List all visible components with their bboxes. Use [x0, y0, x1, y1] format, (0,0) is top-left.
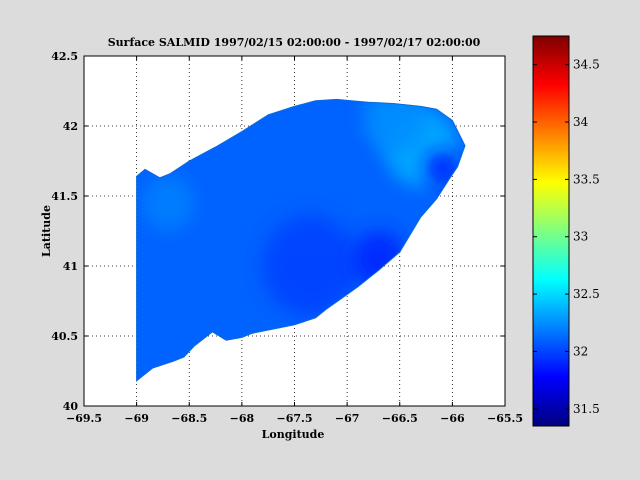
x-tick-label: −68.5 [171, 412, 207, 425]
x-tick-label: −66 [440, 412, 465, 425]
salinity-patch [141, 175, 195, 231]
y-tick-label: 41 [63, 260, 78, 273]
colorbar-tick-label: 31.5 [573, 402, 600, 416]
colorbar-tick-label: 33 [573, 230, 588, 244]
colorbar-tick-label: 34.5 [573, 58, 600, 72]
y-tick-label: 42.5 [51, 50, 78, 63]
x-axis-ticks: −69.5 −69 −68.5 −68 −67.5 −67 −66.5 −66 −65.5 [66, 56, 523, 425]
y-tick-label: 41.5 [51, 190, 78, 203]
x-tick-label: −66.5 [382, 412, 418, 425]
colorbar-ticks: 31.5 32 32.5 33 33.5 34 34.5 [533, 58, 600, 416]
colorbar-tick-label: 34 [573, 115, 589, 129]
x-tick-label: −69.5 [66, 412, 102, 425]
y-axis-ticks: 40 40.5 41 41.5 42 42.5 [51, 50, 505, 413]
salinity-patch [426, 151, 458, 185]
colorbar-tick-label: 33.5 [573, 172, 600, 186]
y-tick-label: 42 [63, 120, 78, 133]
x-tick-label: −69 [124, 412, 149, 425]
colorbar [532, 35, 570, 427]
salinity-domain-edge [136, 98, 466, 382]
colorbar-tick-label: 32 [573, 344, 588, 358]
x-tick-label: −67 [335, 412, 360, 425]
colorbar-tick-label: 32.5 [573, 287, 600, 301]
x-tick-label: −67.5 [276, 412, 312, 425]
y-axis-label: Latitude [40, 205, 53, 257]
chart-title: Surface SALMID 1997/02/15 02:00:00 - 199… [108, 36, 481, 49]
y-tick-label: 40.5 [51, 330, 78, 343]
y-tick-label: 40 [63, 400, 79, 413]
salinity-patch [262, 215, 358, 317]
x-tick-label: −65.5 [487, 412, 523, 425]
x-tick-label: −68 [230, 412, 255, 425]
x-axis-label: Longitude [262, 428, 325, 441]
